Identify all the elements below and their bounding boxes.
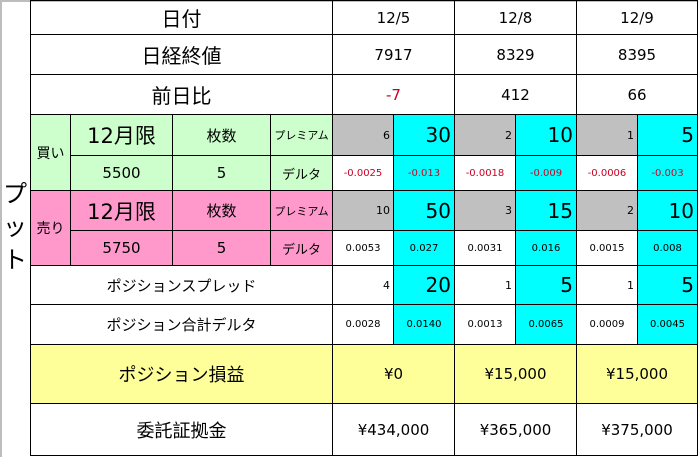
nikkei-cell[interactable]: 8329 — [454, 34, 577, 75]
sell-month[interactable]: 12月限 — [70, 190, 173, 231]
margin-cell[interactable]: ¥434,000 — [332, 403, 455, 456]
buy-strike[interactable]: 5500 — [70, 155, 173, 191]
sell-premium-total[interactable]: 15 — [515, 190, 577, 231]
put-char: ッ — [3, 213, 27, 241]
spread-unit[interactable]: 1 — [576, 265, 638, 305]
sell-premium-unit[interactable]: 10 — [332, 190, 394, 231]
spread-unit[interactable]: 1 — [454, 265, 516, 305]
sell-delta-row: 5750 5 デルタ 0.0053 0.027 0.0031 0.016 0.0… — [31, 230, 698, 266]
buy-premium-label: プレミアム — [270, 114, 333, 156]
date-cell[interactable]: 12/5 — [332, 0, 455, 35]
margin-cell[interactable]: ¥365,000 — [454, 403, 577, 456]
pnl-row: ポジション損益 ¥0 ¥15,000 ¥15,000 — [30, 344, 698, 404]
total-delta-label: ポジション合計デルタ — [30, 304, 333, 345]
date-cell[interactable]: 12/8 — [454, 0, 577, 35]
buy-delta-total[interactable]: -0.013 — [393, 155, 455, 191]
buy-qty[interactable]: 5 — [172, 155, 271, 191]
buy-delta-total[interactable]: -0.003 — [637, 155, 698, 191]
sell-qty[interactable]: 5 — [172, 230, 271, 266]
sell-premium-unit[interactable]: 3 — [454, 190, 516, 231]
change-row: 前日比 -7 412 66 — [30, 74, 698, 115]
nikkei-row: 日経終値 7917 8329 8395 — [30, 34, 698, 75]
buy-delta-total[interactable]: -0.009 — [515, 155, 577, 191]
sell-premium-row: 売り 12月限 枚数 プレミアム 10 50 3 15 2 10 — [30, 190, 698, 266]
sell-delta-unit[interactable]: 0.0015 — [576, 230, 638, 266]
pnl-cell[interactable]: ¥15,000 — [576, 344, 698, 404]
sell-premium-total[interactable]: 10 — [637, 190, 698, 231]
total-delta-total[interactable]: 0.0065 — [515, 304, 577, 345]
spread-total[interactable]: 5 — [515, 265, 577, 305]
spread-row: ポジションスプレッド 4 20 1 5 1 5 — [30, 265, 698, 305]
buy-delta-row: 5500 5 デルタ -0.0025 -0.013 -0.0018 -0.009… — [31, 155, 698, 191]
nikkei-cell[interactable]: 8395 — [576, 34, 698, 75]
total-delta-total[interactable]: 0.0140 — [393, 304, 455, 345]
total-delta-unit[interactable]: 0.0013 — [454, 304, 516, 345]
total-delta-total[interactable]: 0.0045 — [637, 304, 698, 345]
date-row: 日付 12/5 12/8 12/9 — [30, 0, 698, 35]
buy-delta-unit[interactable]: -0.0006 — [576, 155, 638, 191]
pnl-label: ポジション損益 — [30, 344, 333, 404]
margin-cell[interactable]: ¥375,000 — [576, 403, 698, 456]
buy-premium-total[interactable]: 10 — [515, 114, 577, 156]
pnl-cell[interactable]: ¥0 — [332, 344, 455, 404]
total-delta-unit[interactable]: 0.0028 — [332, 304, 394, 345]
buy-premium-unit[interactable]: 6 — [332, 114, 394, 156]
sell-delta-total[interactable]: 0.016 — [515, 230, 577, 266]
sell-strike[interactable]: 5750 — [70, 230, 173, 266]
pnl-cell[interactable]: ¥15,000 — [454, 344, 577, 404]
sell-premium-label: プレミアム — [270, 190, 333, 231]
change-cell[interactable]: 66 — [576, 74, 698, 115]
date-label: 日付 — [30, 0, 333, 35]
spread-label: ポジションスプレッド — [30, 265, 333, 305]
buy-delta-label: デルタ — [270, 155, 333, 191]
buy-side-label: 買い — [30, 114, 71, 191]
margin-label: 委託証拠金 — [30, 403, 333, 456]
change-cell[interactable]: -7 — [332, 74, 455, 115]
buy-delta-unit[interactable]: -0.0025 — [332, 155, 394, 191]
buy-premium-unit[interactable]: 2 — [454, 114, 516, 156]
buy-month[interactable]: 12月限 — [70, 114, 173, 156]
margin-row: 委託証拠金 ¥434,000 ¥365,000 ¥375,000 — [30, 403, 698, 456]
buy-premium-row: 買い 12月限 枚数 プレミアム 6 30 2 10 1 5 — [30, 114, 698, 191]
buy-premium-total[interactable]: 30 — [393, 114, 455, 156]
change-label: 前日比 — [30, 74, 333, 115]
put-char: プ — [3, 180, 27, 208]
buy-premium-total[interactable]: 5 — [637, 114, 698, 156]
option-position-table: 日付 12/5 12/8 12/9 日経終値 7917 8329 8395 前日… — [30, 0, 698, 456]
sell-qty-label: 枚数 — [172, 190, 271, 231]
put-char: ト — [3, 246, 27, 274]
put-label: プ ッ ト — [0, 178, 30, 277]
sell-delta-total[interactable]: 0.027 — [393, 230, 455, 266]
buy-qty-label: 枚数 — [172, 114, 271, 156]
spread-total[interactable]: 20 — [393, 265, 455, 305]
sell-premium-unit[interactable]: 2 — [576, 190, 638, 231]
sell-delta-total[interactable]: 0.008 — [637, 230, 698, 266]
change-cell[interactable]: 412 — [454, 74, 577, 115]
total-delta-unit[interactable]: 0.0009 — [576, 304, 638, 345]
sell-delta-unit[interactable]: 0.0031 — [454, 230, 516, 266]
buy-premium-unit[interactable]: 1 — [576, 114, 638, 156]
sell-delta-label: デルタ — [270, 230, 333, 266]
sell-premium-total[interactable]: 50 — [393, 190, 455, 231]
nikkei-label: 日経終値 — [30, 34, 333, 75]
nikkei-cell[interactable]: 7917 — [332, 34, 455, 75]
spread-unit[interactable]: 4 — [332, 265, 394, 305]
total-delta-row: ポジション合計デルタ 0.0028 0.0140 0.0013 0.0065 0… — [30, 304, 698, 345]
date-cell[interactable]: 12/9 — [576, 0, 698, 35]
spread-total[interactable]: 5 — [637, 265, 698, 305]
sell-side-label: 売り — [30, 190, 71, 266]
sell-delta-unit[interactable]: 0.0053 — [332, 230, 394, 266]
buy-delta-unit[interactable]: -0.0018 — [454, 155, 516, 191]
